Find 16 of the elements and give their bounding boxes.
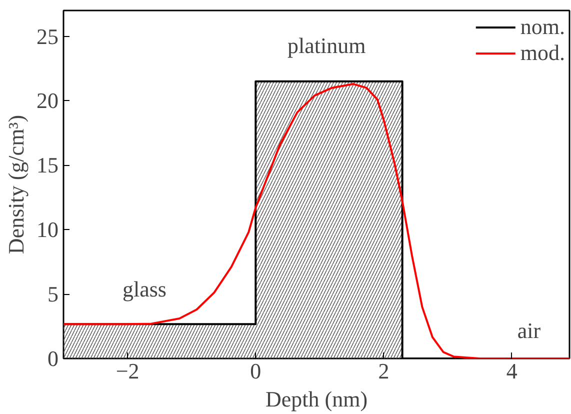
x-tick-label: 4 [506,358,518,384]
x-tick-label: 0 [250,358,262,384]
y-tick-label: 15 [36,152,58,178]
annotation: air [517,318,542,344]
y-tick-label: 25 [36,24,58,49]
y-tick-label: 10 [36,217,58,242]
y-axis-title: Density (g/cm³) [4,114,28,254]
x-tick-label: −2 [116,358,140,384]
legend-label: nom. [520,14,565,40]
x-tick-label: 2 [378,358,390,384]
annotation: glass [122,276,166,302]
x-axis-title: Depth (nm) [265,386,368,412]
legend-label: mod. [520,40,565,66]
y-tick-label: 20 [36,88,58,114]
annotation: platinum [288,32,366,58]
y-tick-label: 5 [48,282,58,307]
